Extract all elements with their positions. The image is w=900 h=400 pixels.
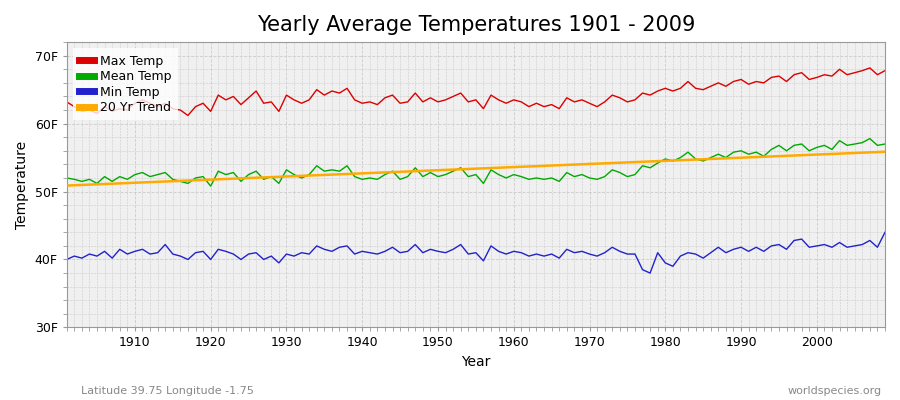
Line: Min Temp: Min Temp [67,232,885,273]
Line: 20 Yr Trend: 20 Yr Trend [67,152,885,186]
Min Temp [508,249,519,254]
Mean Temp [508,172,519,177]
Legend: Max Temp, Mean Temp, Min Temp, 20 Yr Trend: Max Temp, Mean Temp, Min Temp, 20 Yr Tre… [73,48,178,120]
Mean Temp [342,163,353,168]
Title: Yearly Average Temperatures 1901 - 2009: Yearly Average Temperatures 1901 - 2009 [256,15,695,35]
Min Temp [599,250,610,255]
Mean Temp [607,168,617,172]
Mean Temp [516,174,526,179]
20 Yr Trend [334,172,345,177]
Min Temp [122,252,132,256]
Line: Max Temp: Max Temp [67,68,885,116]
Min Temp [879,230,890,235]
20 Yr Trend [122,181,132,186]
20 Yr Trend [508,165,519,170]
Max Temp [183,113,194,118]
Mean Temp [122,177,132,182]
Min Temp [500,252,511,256]
Mean Temp [296,176,307,180]
20 Yr Trend [289,174,300,178]
Mean Temp [879,142,890,146]
20 Yr Trend [599,161,610,166]
Y-axis label: Temperature: Temperature [15,141,29,229]
Mean Temp [205,184,216,188]
Max Temp [864,66,875,70]
Min Temp [334,245,345,250]
Min Temp [289,254,300,258]
Max Temp [516,100,526,104]
Max Temp [122,108,132,112]
Max Temp [61,100,72,104]
Line: Mean Temp: Mean Temp [67,138,885,186]
Max Temp [879,68,890,73]
Max Temp [607,93,617,98]
20 Yr Trend [500,165,511,170]
Text: worldspecies.org: worldspecies.org [788,386,882,396]
Max Temp [296,101,307,106]
Text: Latitude 39.75 Longitude -1.75: Latitude 39.75 Longitude -1.75 [81,386,254,396]
Min Temp [61,257,72,262]
Max Temp [342,86,353,91]
X-axis label: Year: Year [461,355,491,369]
Max Temp [508,98,519,102]
Mean Temp [864,136,875,141]
20 Yr Trend [879,149,890,154]
Mean Temp [61,176,72,180]
20 Yr Trend [61,183,72,188]
Min Temp [644,271,655,276]
